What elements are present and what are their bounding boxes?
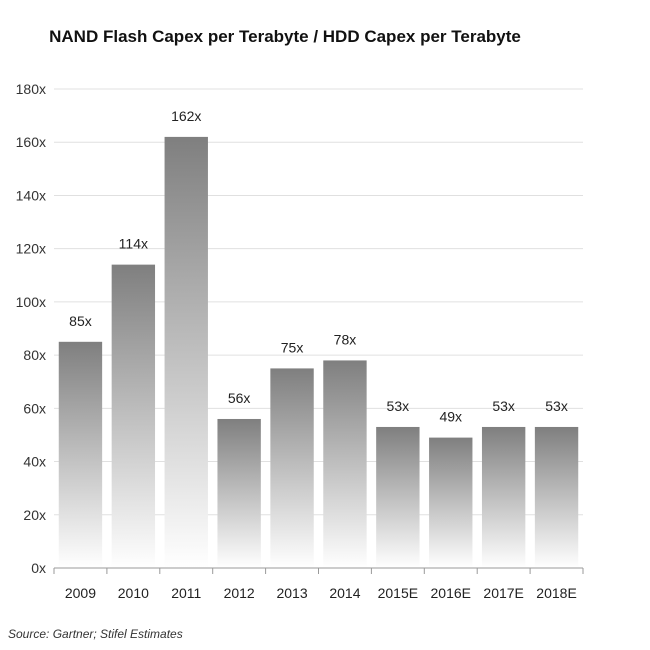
y-tick-label: 40x [23, 454, 46, 470]
x-tick-label: 2014 [329, 585, 360, 601]
data-label: 53x [492, 398, 515, 414]
x-tick-label: 2015E [378, 585, 418, 601]
x-axis-categories: 2009 2010 2011 2012 2013 2014 2015E 2016E 2017E 2… [65, 585, 577, 601]
y-tick-label: 140x [16, 187, 46, 203]
y-tick-label: 60x [23, 400, 46, 416]
data-label: 75x [281, 339, 304, 355]
bar [481, 426, 526, 568]
x-tick-label: 2012 [224, 585, 255, 601]
bar [58, 341, 103, 568]
data-label: 78x [334, 331, 357, 347]
data-label: 85x [69, 313, 92, 329]
bar [534, 426, 579, 568]
y-tick-label: 160x [16, 134, 46, 150]
data-label: 162x [171, 108, 201, 124]
bars [58, 136, 579, 568]
bar [270, 368, 314, 568]
y-tick-label: 180x [16, 81, 46, 97]
x-tick-label: 2017E [483, 585, 523, 601]
bar [323, 360, 367, 568]
x-tick-label: 2010 [118, 585, 149, 601]
bar [164, 136, 208, 568]
x-axis [53, 567, 584, 574]
data-label: 53x [387, 398, 410, 414]
data-label: 53x [545, 398, 568, 414]
y-tick-label: 80x [23, 347, 46, 363]
y-tick-label: 20x [23, 507, 46, 523]
y-tick-label: 120x [16, 241, 46, 257]
y-axis-ticks: 0x 20x 40x 60x 80x 100x 120x 140x 160x 180x [16, 81, 46, 576]
bar [217, 418, 261, 568]
y-tick-label: 0x [31, 560, 46, 576]
bar [111, 264, 156, 568]
x-tick-label: 2009 [65, 585, 96, 601]
x-tick-label: 2016E [431, 585, 471, 601]
chart-title: NAND Flash Capex per Terabyte / HDD Cape… [49, 27, 521, 46]
bar [376, 426, 420, 568]
data-label: 56x [228, 390, 251, 406]
y-tick-label: 100x [16, 294, 46, 310]
source-note: Source: Gartner; Stifel Estimates [8, 627, 183, 641]
data-label: 49x [439, 409, 462, 425]
x-tick-label: 2018E [536, 585, 576, 601]
data-label: 114x [119, 236, 148, 252]
data-labels: 85x 114x 162x 56x 75x 78x 53x 49x 53x 53x [69, 108, 568, 425]
x-tick-label: 2013 [276, 585, 307, 601]
x-tick-label: 2011 [171, 585, 201, 601]
bar [429, 437, 473, 568]
